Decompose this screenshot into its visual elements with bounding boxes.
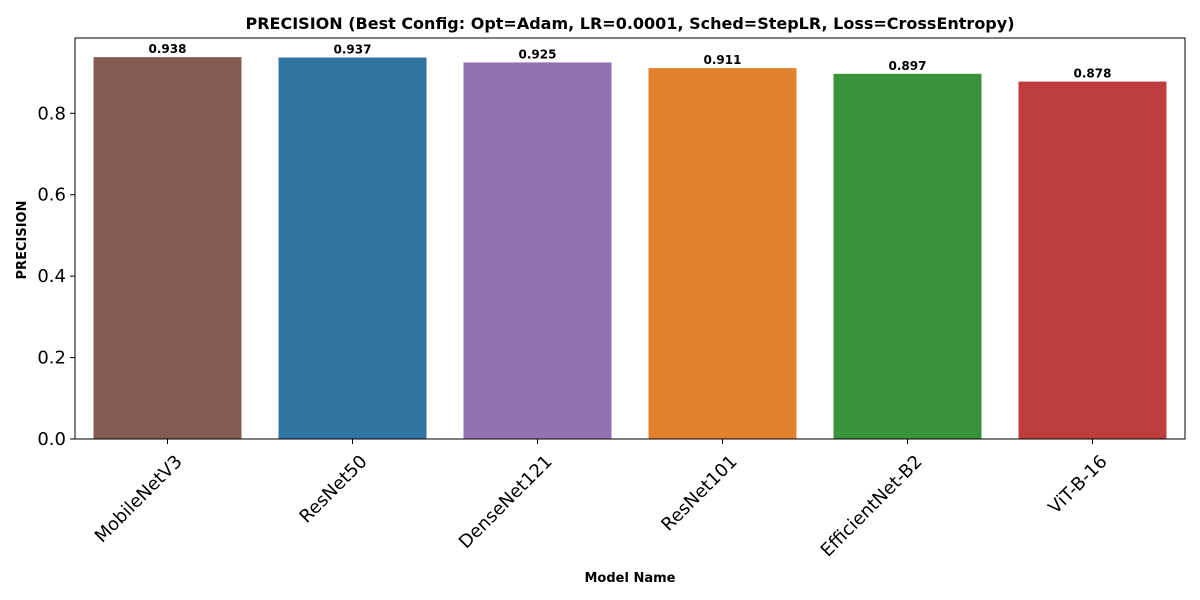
plot-area-frame — [74, 37, 1186, 440]
x-tick-label: ResNet50 — [295, 451, 371, 527]
x-tick-label: DenseNet121 — [455, 451, 557, 553]
data-label: 0.925 — [519, 47, 557, 61]
bar-resnet50 — [278, 57, 427, 440]
bar-mobilenetv3 — [93, 57, 242, 440]
y-axis-label: PRECISION — [15, 201, 30, 280]
bar-efficientnet-b2 — [833, 73, 982, 439]
y-axis-ticks: 0.0 0.2 0.4 0.6 0.8 — [37, 103, 75, 450]
x-axis-ticks: MobileNetV3 ResNet50 DenseNet121 ResNet101 E… — [91, 439, 1112, 561]
bar-resnet101 — [648, 68, 797, 439]
data-label: 0.878 — [1074, 67, 1112, 81]
y-tick-label: 0.2 — [37, 348, 66, 369]
x-tick-label: ResNet101 — [657, 451, 741, 535]
x-tick-label: EfficientNet-B2 — [817, 451, 927, 561]
data-labels: 0.938 0.937 0.925 0.911 0.897 0.878 — [149, 42, 1112, 80]
data-label: 0.897 — [889, 59, 927, 73]
x-tick-label: MobileNetV3 — [91, 451, 187, 547]
y-tick-label: 0.6 — [37, 185, 66, 206]
y-tick-label: 0.4 — [37, 266, 66, 287]
bar-vit-b-16 — [1018, 81, 1167, 439]
bar-densenet121 — [463, 62, 612, 440]
x-tick-label: ViT-B-16 — [1044, 451, 1111, 518]
x-axis-label: Model Name — [585, 571, 676, 586]
chart-title: PRECISION (Best Config: Opt=Adam, LR=0.0… — [246, 14, 1015, 33]
data-label: 0.937 — [334, 43, 372, 57]
data-label: 0.938 — [149, 42, 187, 56]
y-tick-label: 0.0 — [37, 429, 66, 450]
y-tick-label: 0.8 — [37, 103, 66, 124]
data-label: 0.911 — [704, 53, 742, 67]
bars-layer — [93, 57, 1167, 440]
